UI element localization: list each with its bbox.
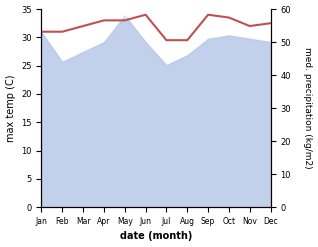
Y-axis label: med. precipitation (kg/m2): med. precipitation (kg/m2) — [303, 47, 313, 169]
Y-axis label: max temp (C): max temp (C) — [5, 74, 16, 142]
X-axis label: date (month): date (month) — [120, 231, 192, 242]
